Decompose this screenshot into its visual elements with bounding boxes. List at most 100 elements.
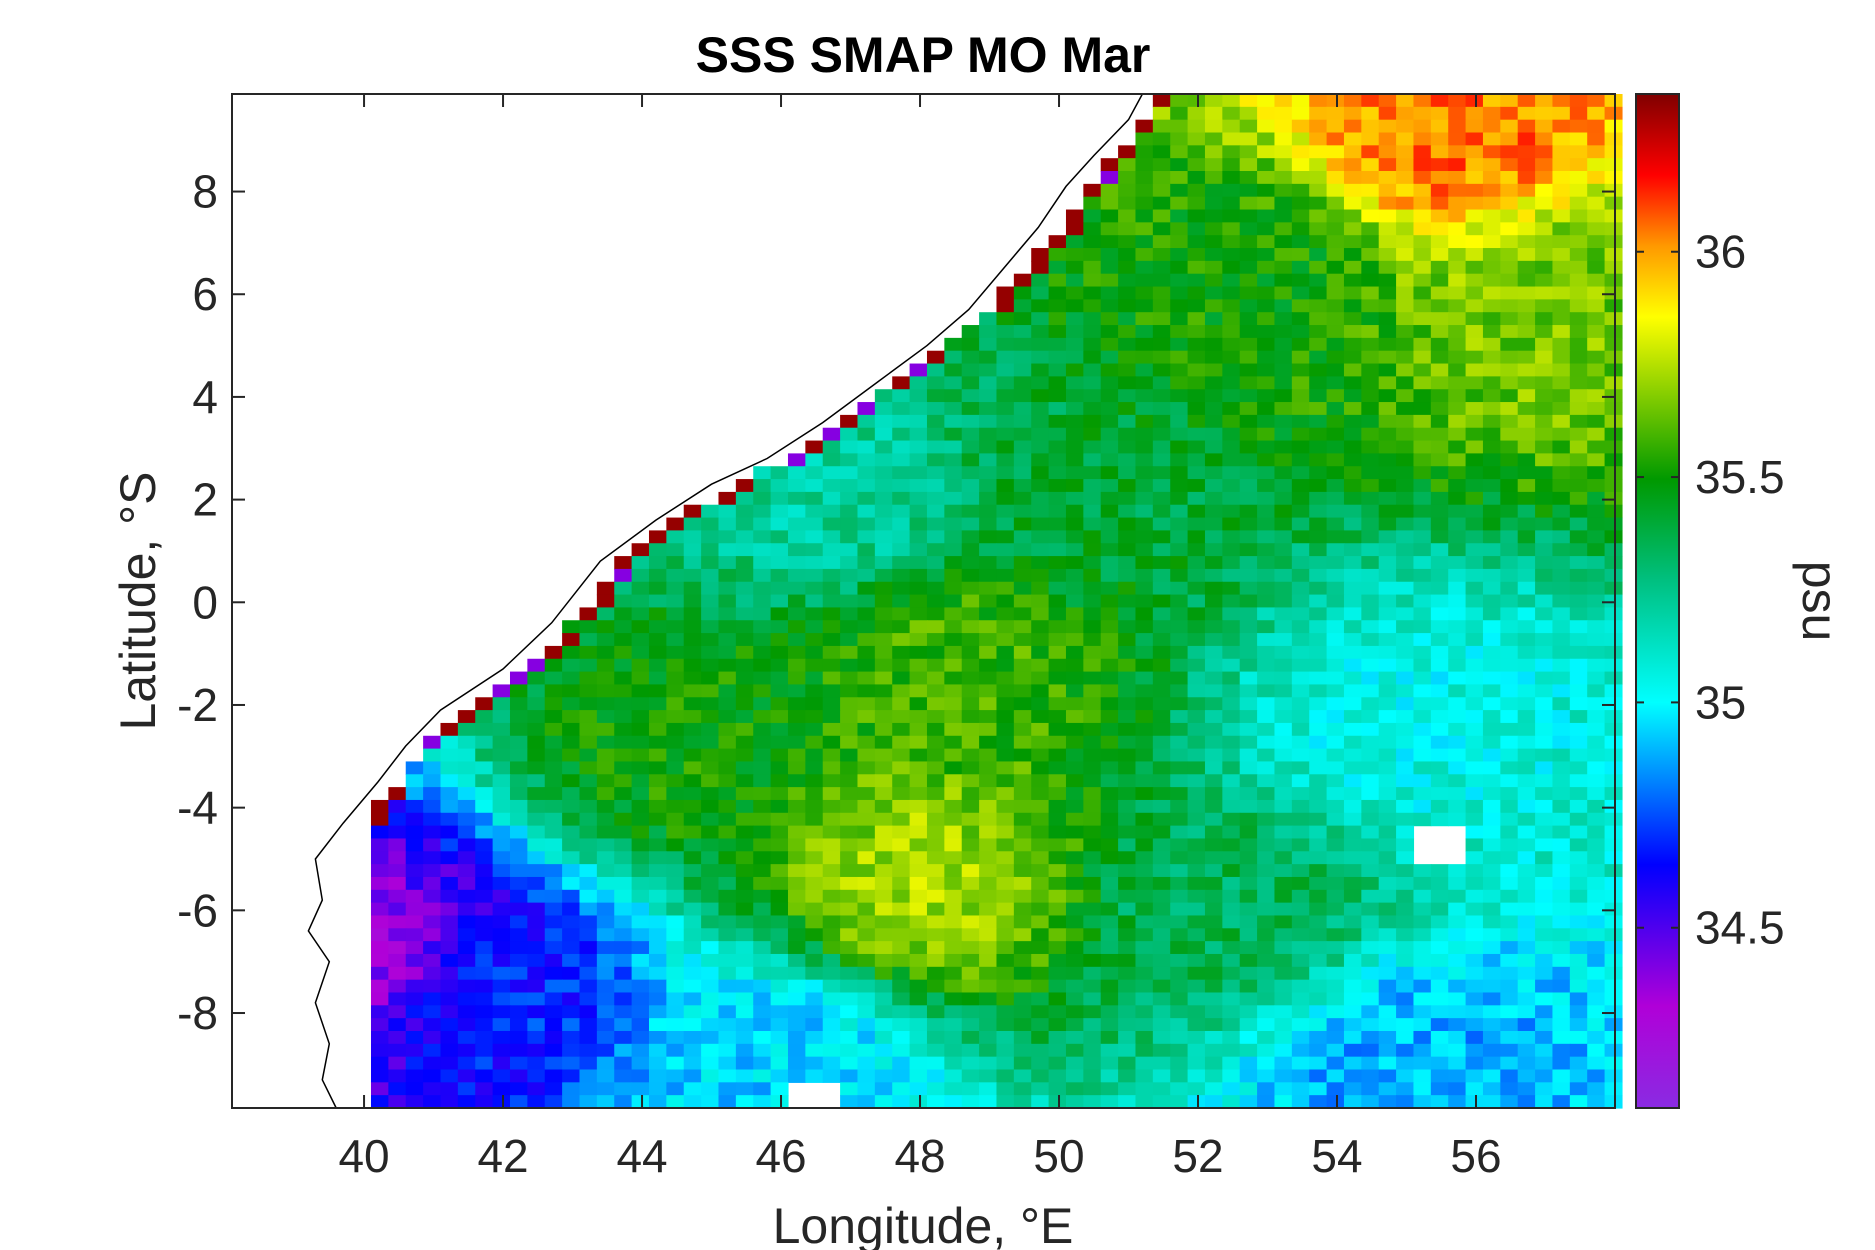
- heatmap-cell: [405, 864, 424, 878]
- heatmap-cell: [1187, 1069, 1206, 1083]
- heatmap-cell: [1048, 389, 1067, 403]
- heatmap-cell: [1361, 132, 1380, 146]
- heatmap-cell: [1257, 1043, 1276, 1058]
- heatmap-cell: [1517, 145, 1536, 159]
- heatmap-cell: [1118, 645, 1137, 660]
- heatmap-cell: [1239, 1069, 1258, 1083]
- heatmap-cell: [892, 633, 911, 647]
- heatmap-cell: [1204, 171, 1223, 185]
- heatmap-cell: [1135, 363, 1154, 377]
- heatmap-cell: [1118, 273, 1137, 288]
- heatmap-cell: [614, 966, 633, 981]
- heatmap-cell: [701, 658, 720, 673]
- heatmap-cell: [1083, 941, 1102, 955]
- heatmap-cell: [1135, 479, 1154, 493]
- heatmap-cell: [735, 1005, 754, 1019]
- heatmap-cell: [1343, 106, 1362, 121]
- heatmap-cell: [1257, 414, 1276, 429]
- heatmap-cell: [1257, 183, 1276, 198]
- heatmap-cell: [944, 645, 963, 660]
- heatmap-cell: [1239, 851, 1258, 865]
- heatmap-cell: [457, 1018, 476, 1032]
- heatmap-cell: [1396, 697, 1415, 711]
- heatmap-cell: [1343, 440, 1362, 454]
- heatmap-cell: [1535, 684, 1554, 698]
- heatmap-cell: [579, 941, 598, 955]
- heatmap-cell: [1361, 350, 1380, 365]
- heatmap-cell: [666, 645, 685, 660]
- heatmap-cell: [1535, 620, 1554, 634]
- heatmap-cell: [1274, 337, 1293, 352]
- heatmap-cell: [1378, 568, 1397, 583]
- heatmap-cell: [1291, 171, 1310, 185]
- heatmap-cell: [1187, 94, 1206, 108]
- heatmap-cell: [1187, 248, 1206, 262]
- heatmap-cell: [822, 761, 841, 775]
- heatmap-cell: [1396, 594, 1415, 609]
- heatmap-cell: [1187, 1018, 1206, 1032]
- heatmap-cell: [979, 902, 998, 917]
- heatmap-cell: [1083, 697, 1102, 711]
- heatmap-cell: [822, 722, 841, 737]
- heatmap-cell: [996, 607, 1015, 621]
- heatmap-cell: [1361, 209, 1380, 223]
- heatmap-cell: [701, 1043, 720, 1058]
- heatmap-cell: [1343, 761, 1362, 775]
- heatmap-cell: [1552, 594, 1571, 609]
- heatmap-cell: [926, 1043, 945, 1058]
- heatmap-cell: [1587, 928, 1606, 942]
- heatmap-cell: [1135, 530, 1154, 544]
- heatmap-cell: [996, 941, 1015, 955]
- heatmap-cell: [1048, 235, 1067, 249]
- heatmap-cell: [1430, 209, 1449, 223]
- heatmap-cell: [562, 825, 581, 840]
- heatmap-cell: [1378, 607, 1397, 621]
- heatmap-cell: [1135, 235, 1154, 249]
- heatmap-cell: [1569, 915, 1588, 929]
- heatmap-cell: [805, 581, 824, 596]
- heatmap-cell: [683, 710, 702, 724]
- heatmap-cell: [1013, 479, 1032, 493]
- heatmap-cell: [1361, 722, 1380, 737]
- heatmap-cell: [1587, 350, 1606, 365]
- heatmap-cell: [1396, 620, 1415, 634]
- heatmap-cell: [701, 902, 720, 917]
- heatmap-cell: [1170, 453, 1189, 467]
- heatmap-cell: [1361, 479, 1380, 493]
- heatmap-cell: [1222, 658, 1241, 673]
- heatmap-cell: [370, 992, 389, 1006]
- heatmap-cell: [475, 1056, 494, 1071]
- heatmap-cell: [944, 864, 963, 878]
- heatmap-cell: [579, 1005, 598, 1019]
- heatmap-cell: [1465, 1082, 1484, 1096]
- heatmap-cell: [1326, 774, 1345, 788]
- heatmap-cell: [961, 594, 980, 609]
- heatmap-cell: [1361, 825, 1380, 840]
- heatmap-cell: [735, 787, 754, 801]
- heatmap-cell: [1517, 543, 1536, 557]
- heatmap-cell: [1100, 1056, 1119, 1071]
- heatmap-cell: [1326, 132, 1345, 146]
- heatmap-cell: [892, 992, 911, 1006]
- heatmap-cell: [1222, 414, 1241, 429]
- heatmap-cell: [1535, 479, 1554, 493]
- heatmap-cell: [718, 543, 737, 557]
- heatmap-cell: [1309, 1056, 1328, 1071]
- heatmap-cell: [440, 889, 459, 904]
- heatmap-cell: [1396, 992, 1415, 1006]
- heatmap-cell: [1204, 119, 1223, 134]
- heatmap-cell: [1552, 337, 1571, 352]
- heatmap-cell: [1326, 145, 1345, 159]
- heatmap-cell: [1257, 992, 1276, 1006]
- heatmap-cell: [1361, 735, 1380, 750]
- heatmap-cell: [996, 1018, 1015, 1032]
- heatmap-cell: [1170, 299, 1189, 313]
- heatmap-cell: [770, 928, 789, 942]
- heatmap-cell: [1204, 581, 1223, 596]
- heatmap-cell: [1500, 915, 1519, 929]
- heatmap-cell: [1500, 799, 1519, 814]
- heatmap-cell: [1396, 722, 1415, 737]
- heatmap-cell: [527, 658, 546, 673]
- heatmap-cell: [979, 363, 998, 377]
- heatmap-cell: [579, 761, 598, 775]
